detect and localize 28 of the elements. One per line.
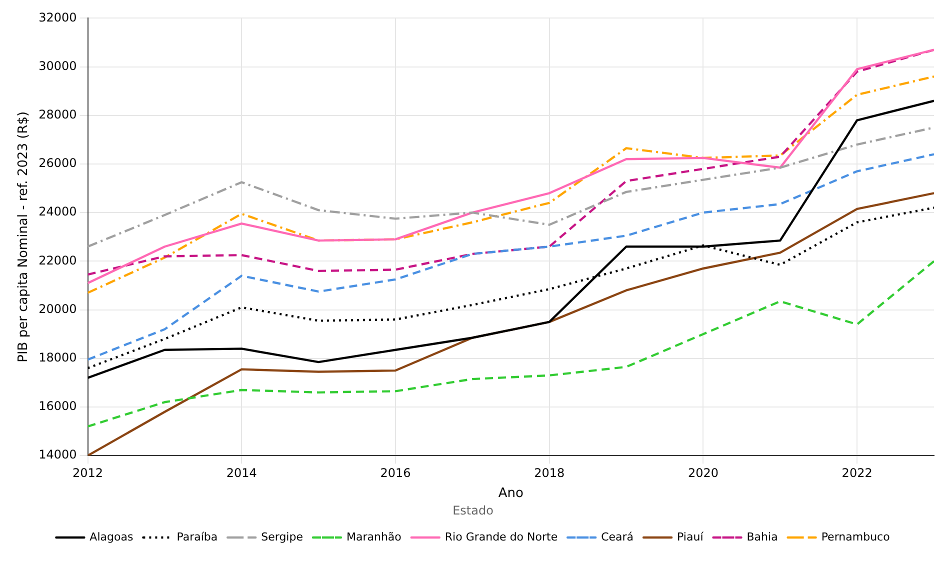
y-axis-title: PIB per capita Nominal - ref. 2023 (R$)	[16, 111, 32, 362]
y-tick-label: 18000	[38, 350, 77, 365]
x-tick-label: 2012	[72, 466, 104, 480]
x-tick-label: 2016	[380, 466, 411, 480]
legend-label: Sergipe	[261, 530, 304, 544]
y-tick-label: 32000	[38, 10, 77, 24]
y-tick-label: 22000	[38, 253, 77, 268]
x-tick-label: 2014	[226, 466, 257, 480]
legend-label: Pernambuco	[821, 530, 890, 544]
legend-title: Estado	[452, 504, 494, 518]
x-tick-label: 2018	[534, 466, 565, 480]
legend-label: Rio Grande do Norte	[444, 530, 558, 544]
y-tick-label: 14000	[38, 448, 77, 462]
y-tick-label: 16000	[38, 399, 77, 414]
legend-label: Alagoas	[90, 530, 134, 544]
x-axis-title: Ano	[498, 486, 524, 502]
y-tick-label: 28000	[38, 108, 77, 122]
y-tick-label: 30000	[38, 58, 77, 73]
x-tick-label: 2022	[842, 466, 872, 480]
legend-label: Piauí	[677, 530, 704, 544]
y-tick-label: 24000	[38, 204, 77, 219]
y-tick-label: 26000	[38, 156, 77, 170]
legend-label: Bahia	[746, 530, 778, 544]
legend-label: Ceará	[601, 530, 634, 544]
legend-label: Paraíba	[176, 530, 218, 544]
legend-label: Maranhão	[346, 530, 402, 544]
x-tick-label: 2020	[688, 466, 718, 480]
y-tick-label: 20000	[38, 302, 77, 316]
